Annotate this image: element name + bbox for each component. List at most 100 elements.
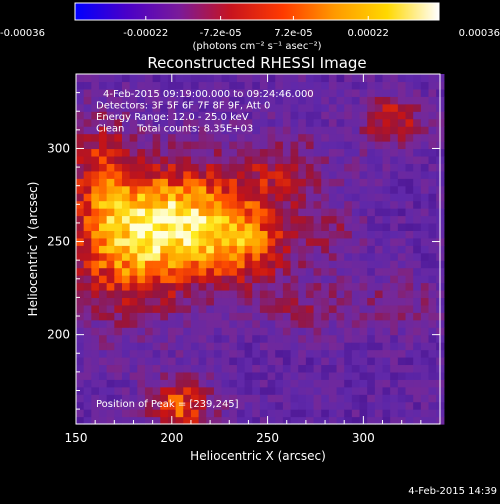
heatmap-cell bbox=[144, 379, 154, 388]
heatmap-cell bbox=[313, 133, 322, 142]
heatmap-cell bbox=[190, 252, 200, 261]
heatmap-cell bbox=[190, 230, 200, 239]
heatmap-cell bbox=[367, 267, 376, 276]
heatmap-cell bbox=[175, 237, 184, 246]
heatmap-cell bbox=[206, 394, 215, 403]
heatmap-cell bbox=[98, 237, 108, 246]
heatmap-cell bbox=[305, 379, 315, 388]
heatmap-cell bbox=[91, 297, 100, 306]
heatmap-cell bbox=[114, 327, 123, 336]
heatmap-cell bbox=[76, 416, 85, 425]
heatmap-cell bbox=[344, 103, 353, 112]
heatmap-cell bbox=[382, 81, 391, 90]
heatmap-cell bbox=[428, 155, 437, 164]
heatmap-cell bbox=[328, 252, 338, 261]
heatmap-cell bbox=[183, 304, 192, 313]
heatmap-cell bbox=[76, 327, 85, 336]
heatmap-cell bbox=[76, 103, 85, 112]
heatmap-cell bbox=[321, 193, 330, 202]
heatmap-cell bbox=[76, 148, 85, 157]
heatmap-cell bbox=[83, 386, 92, 395]
heatmap-cell bbox=[313, 237, 322, 246]
heatmap-cell bbox=[282, 260, 292, 269]
heatmap-cell bbox=[290, 416, 299, 425]
heatmap-cell bbox=[244, 275, 253, 284]
heatmap-cell bbox=[305, 319, 315, 328]
heatmap-cell bbox=[98, 74, 108, 83]
colorbar bbox=[74, 2, 440, 21]
heatmap-cell bbox=[167, 88, 177, 97]
heatmap-cell bbox=[114, 282, 123, 291]
heatmap-cell bbox=[236, 230, 246, 239]
heatmap-cell bbox=[374, 312, 384, 321]
heatmap-cell bbox=[267, 208, 276, 217]
heatmap-cell bbox=[328, 185, 338, 194]
heatmap-cell bbox=[259, 401, 269, 410]
heatmap-cell bbox=[275, 260, 284, 269]
heatmap-cell bbox=[344, 170, 353, 179]
heatmap-cell bbox=[428, 88, 437, 97]
heatmap-cell bbox=[305, 275, 315, 284]
heatmap-cell bbox=[252, 394, 261, 403]
heatmap-cell bbox=[420, 178, 430, 187]
heatmap-cell bbox=[167, 200, 177, 209]
heatmap-cell bbox=[397, 200, 407, 209]
heatmap-cell bbox=[344, 81, 353, 90]
heatmap-cell bbox=[374, 230, 384, 239]
heatmap-cell bbox=[275, 81, 284, 90]
heatmap-cell bbox=[420, 200, 430, 209]
heatmap-cell bbox=[213, 126, 223, 135]
heatmap-cell bbox=[259, 118, 269, 127]
heatmap-cell bbox=[290, 126, 299, 135]
heatmap-cell bbox=[152, 103, 161, 112]
heatmap-cell bbox=[190, 126, 200, 135]
heatmap-cell bbox=[428, 193, 437, 202]
heatmap-cell bbox=[83, 118, 92, 127]
heatmap-cell bbox=[328, 148, 338, 157]
heatmap-cell bbox=[351, 289, 361, 299]
heatmap-cell bbox=[198, 356, 207, 366]
heatmap-cell bbox=[420, 185, 430, 194]
heatmap-cell bbox=[213, 74, 223, 83]
heatmap-cell bbox=[221, 342, 230, 351]
heatmap-cell bbox=[313, 364, 322, 373]
heatmap-cell bbox=[275, 289, 284, 299]
heatmap-cell bbox=[236, 379, 246, 388]
heatmap-cell bbox=[236, 289, 246, 299]
heatmap-cell bbox=[336, 170, 345, 179]
heatmap-cell bbox=[190, 74, 200, 83]
heatmap-cell bbox=[351, 200, 361, 209]
heatmap-cell bbox=[336, 275, 345, 284]
heatmap-cell bbox=[344, 371, 353, 380]
heatmap-cell bbox=[167, 312, 177, 321]
heatmap-cell bbox=[413, 118, 422, 127]
heatmap-cell bbox=[183, 141, 192, 150]
heatmap-cell bbox=[382, 356, 391, 366]
heatmap-cell bbox=[305, 394, 315, 403]
heatmap-cell bbox=[183, 103, 192, 112]
heatmap-cell bbox=[244, 349, 253, 358]
heatmap-cell bbox=[137, 215, 146, 224]
heatmap-cell bbox=[129, 364, 138, 373]
heatmap-cell bbox=[121, 252, 131, 261]
heatmap-cell bbox=[282, 185, 292, 194]
heatmap-cell bbox=[328, 126, 338, 135]
heatmap-cell bbox=[221, 379, 230, 388]
heatmap-cell bbox=[221, 96, 230, 105]
heatmap-cell bbox=[206, 364, 215, 373]
heatmap-cell bbox=[121, 394, 131, 403]
heatmap-cell bbox=[367, 126, 376, 135]
heatmap-cell bbox=[236, 304, 246, 313]
heatmap-cell bbox=[305, 282, 315, 291]
heatmap-cell bbox=[98, 193, 108, 202]
heatmap-cell bbox=[321, 155, 330, 164]
heatmap-cell bbox=[213, 386, 223, 395]
heatmap-cell bbox=[328, 88, 338, 97]
heatmap-cell bbox=[183, 74, 192, 83]
heatmap-cell bbox=[344, 126, 353, 135]
heatmap-cell bbox=[167, 267, 177, 276]
heatmap-cell bbox=[305, 297, 315, 306]
heatmap-cell bbox=[213, 163, 223, 172]
heatmap-cell bbox=[328, 401, 338, 410]
